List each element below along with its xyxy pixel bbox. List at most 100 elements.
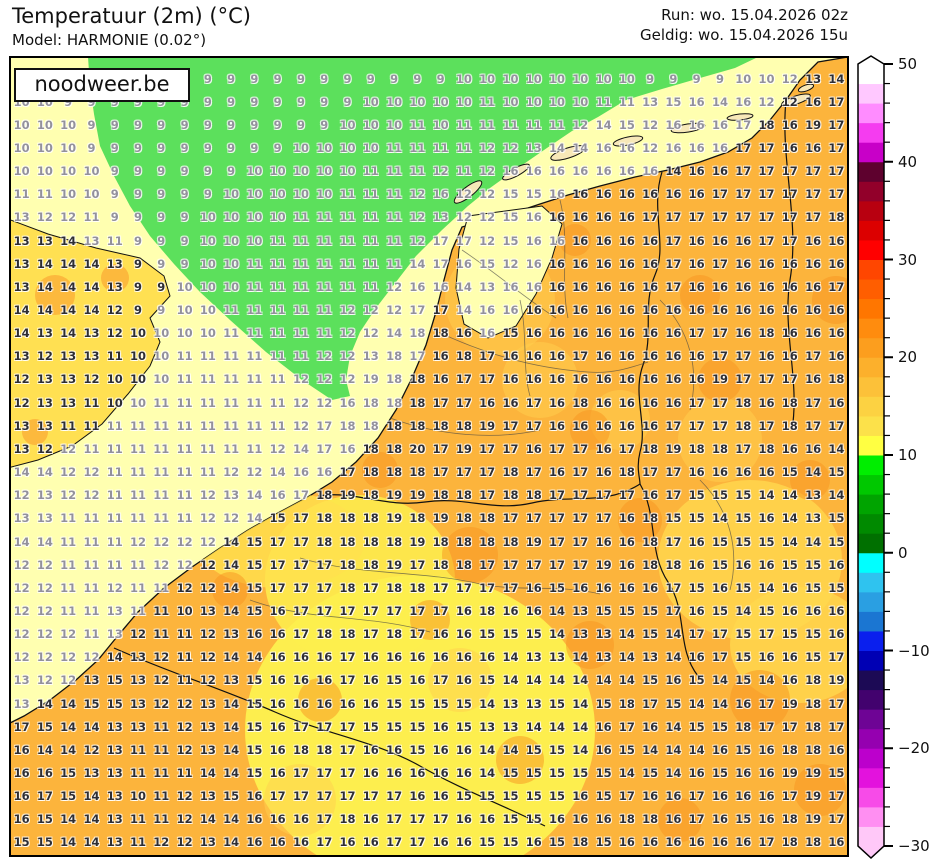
temp-grid-value: 13 bbox=[36, 395, 53, 410]
temp-grid-value: 17 bbox=[758, 696, 775, 711]
temp-grid-value: 14 bbox=[595, 117, 612, 132]
temp-grid-value: 17 bbox=[642, 210, 659, 225]
temp-grid-value: 15 bbox=[549, 696, 566, 711]
temp-grid-value: 10 bbox=[246, 233, 263, 248]
temp-grid-value: 15 bbox=[362, 719, 379, 734]
temp-grid-value: 9 bbox=[180, 233, 189, 248]
temp-grid-value: 9 bbox=[157, 279, 166, 294]
temp-grid-value: 18 bbox=[455, 557, 472, 572]
temp-grid-value: 18 bbox=[618, 812, 635, 827]
temp-grid-value: 11 bbox=[106, 418, 123, 433]
temp-grid-value: 16 bbox=[595, 326, 612, 341]
temp-grid-value: 16 bbox=[572, 164, 589, 179]
temp-grid-value: 10 bbox=[502, 94, 519, 109]
temp-grid-value: 15 bbox=[595, 766, 612, 780]
temp-grid-value: 18 bbox=[409, 511, 426, 526]
temp-grid-value: 18 bbox=[339, 511, 356, 526]
temp-grid-value: 11 bbox=[409, 164, 426, 179]
temp-grid-value: 17 bbox=[781, 372, 798, 387]
colorbar-tick-label: 10 bbox=[898, 446, 918, 464]
temp-grid-value: 17 bbox=[828, 418, 845, 433]
temp-grid-value: 15 bbox=[246, 696, 263, 711]
temp-grid-value: 13 bbox=[502, 719, 519, 734]
temp-grid-value: 17 bbox=[455, 465, 472, 480]
temp-grid-value: 17 bbox=[828, 696, 845, 711]
temp-grid-value: 11 bbox=[199, 441, 216, 456]
temp-grid-value: 15 bbox=[479, 256, 496, 271]
temp-grid-value: 15 bbox=[60, 766, 77, 780]
temp-grid-value: 17 bbox=[409, 303, 426, 317]
temp-grid-value: 20 bbox=[409, 441, 426, 456]
temp-grid-value: 12 bbox=[269, 441, 286, 456]
temp-grid-value: 17 bbox=[316, 719, 333, 734]
temp-grid-value: 15 bbox=[502, 233, 519, 248]
temp-grid-value: 12 bbox=[339, 349, 356, 364]
temp-grid-value: 16 bbox=[455, 835, 472, 850]
temp-grid-value: 10 bbox=[130, 789, 147, 804]
temp-grid-value: 18 bbox=[339, 534, 356, 549]
temp-grid-value: 16 bbox=[618, 557, 635, 572]
temp-grid-value: 18 bbox=[781, 742, 798, 757]
temp-grid-value: 16 bbox=[36, 766, 53, 780]
temp-grid-value: 14 bbox=[665, 650, 682, 665]
temp-grid-value: 16 bbox=[502, 303, 519, 317]
temp-grid-value: 11 bbox=[106, 233, 123, 248]
temp-grid-value: 17 bbox=[828, 279, 845, 294]
temp-grid-value: 18 bbox=[828, 372, 845, 387]
temp-grid-value: 10 bbox=[13, 164, 30, 179]
temp-grid-value: 16 bbox=[618, 580, 635, 595]
temp-grid-value: 16 bbox=[758, 511, 775, 526]
temp-grid-value: 14 bbox=[83, 835, 100, 850]
temp-grid-value: 16 bbox=[781, 673, 798, 688]
temp-grid-value: 9 bbox=[203, 140, 212, 155]
temp-grid-value: 15 bbox=[711, 534, 728, 549]
temp-grid-value: 11 bbox=[455, 164, 472, 179]
temp-grid-value: 16 bbox=[688, 117, 705, 132]
temp-grid-value: 9 bbox=[227, 140, 236, 155]
temp-grid-value: 17 bbox=[479, 580, 496, 595]
temp-grid-value: 10 bbox=[36, 140, 53, 155]
temp-grid-value: 11 bbox=[106, 349, 123, 364]
temp-grid-value: 17 bbox=[805, 164, 822, 179]
temp-grid-value: 16 bbox=[688, 766, 705, 780]
temp-grid-value: 14 bbox=[758, 673, 775, 688]
temp-grid-value: 11 bbox=[246, 395, 263, 410]
temp-grid-value: 15 bbox=[781, 627, 798, 642]
temp-grid-value: 12 bbox=[13, 488, 30, 503]
temp-grid-value: 14 bbox=[665, 766, 682, 780]
temp-grid-value: 16 bbox=[362, 696, 379, 711]
temp-grid-value: 12 bbox=[13, 372, 30, 387]
temp-grid-value: 17 bbox=[572, 511, 589, 526]
temp-grid-value: 11 bbox=[60, 603, 77, 618]
temp-grid-value: 11 bbox=[479, 117, 496, 132]
temp-grid-value: 10 bbox=[223, 187, 240, 202]
temp-grid-value: 12 bbox=[362, 326, 379, 341]
temp-grid-value: 17 bbox=[549, 511, 566, 526]
temp-grid-value: 10 bbox=[246, 187, 263, 202]
temp-grid-value: 16 bbox=[688, 465, 705, 480]
temp-grid-value: 16 bbox=[735, 835, 752, 850]
temp-grid-value: 14 bbox=[60, 742, 77, 757]
temp-grid-value: 15 bbox=[735, 534, 752, 549]
temp-grid-value: 14 bbox=[572, 742, 589, 757]
temp-grid-value: 17 bbox=[828, 719, 845, 734]
temp-grid-value: 17 bbox=[711, 349, 728, 364]
temp-grid-value: 12 bbox=[36, 210, 53, 225]
temp-grid-value: 16 bbox=[781, 303, 798, 317]
temp-grid-value: 16 bbox=[339, 696, 356, 711]
temp-grid-value: 18 bbox=[479, 534, 496, 549]
temp-grid-value: 18 bbox=[758, 117, 775, 132]
temp-grid-value: 15 bbox=[409, 719, 426, 734]
temp-grid-value: 17 bbox=[758, 627, 775, 642]
temp-grid-value: 14 bbox=[479, 696, 496, 711]
temp-grid-value: 15 bbox=[735, 812, 752, 827]
temp-grid-value: 16 bbox=[339, 441, 356, 456]
temp-grid-value: 18 bbox=[362, 488, 379, 503]
temp-grid-value: 17 bbox=[479, 557, 496, 572]
temp-grid-value: 18 bbox=[339, 557, 356, 572]
temp-grid-value: 9 bbox=[134, 256, 143, 271]
temp-grid-value: 17 bbox=[455, 395, 472, 410]
temp-grid-value: 16 bbox=[781, 603, 798, 618]
temp-grid-value: 14 bbox=[199, 812, 216, 827]
temp-grid-value: 16 bbox=[549, 303, 566, 317]
